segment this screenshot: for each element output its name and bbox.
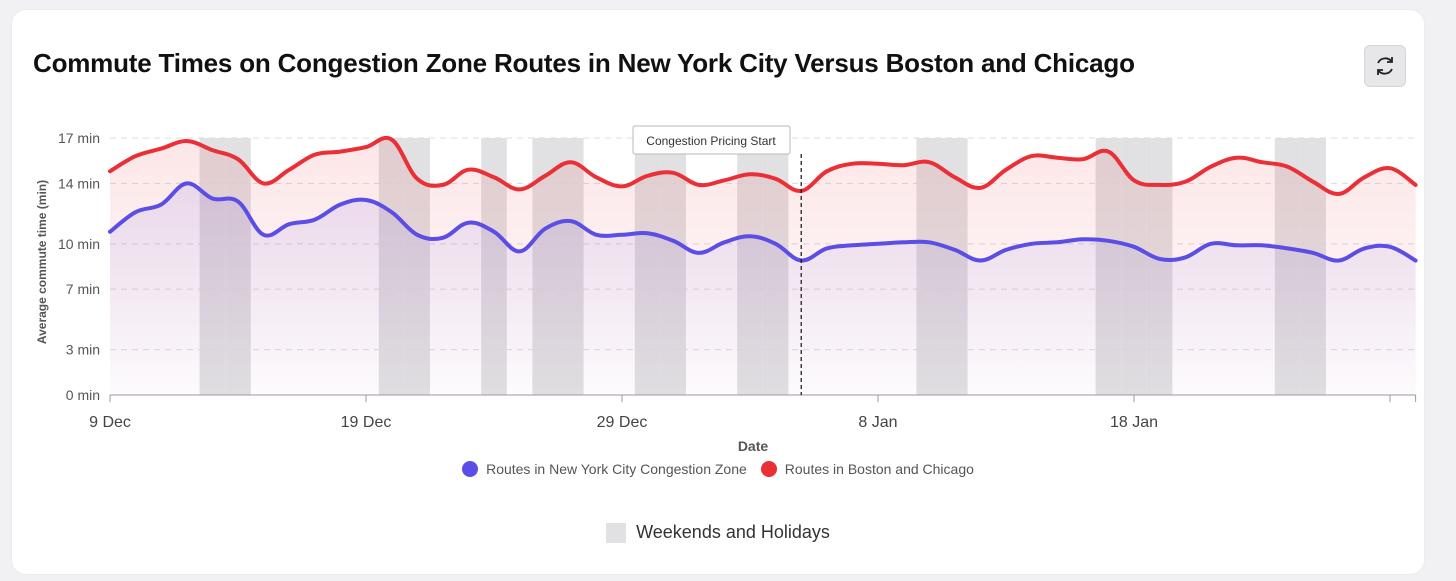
legend-label-nyc: Routes in New York City Congestion Zone xyxy=(486,461,747,477)
axes: 9 Dec 19 Dec 29 Dec 8 Jan 18 Jan xyxy=(89,394,1417,431)
x-tick-label: 9 Dec xyxy=(89,414,131,431)
legend-dot-boston-chicago xyxy=(760,461,777,477)
x-tick-label: 8 Jan xyxy=(858,414,897,431)
refresh-button[interactable] xyxy=(1364,45,1406,87)
chart-title: Commute Times on Congestion Zone Routes … xyxy=(33,48,1135,78)
y-tick-label: 7 min xyxy=(66,281,100,297)
y-axis-label: Average commute time (min) xyxy=(35,180,49,344)
y-tick-label: 3 min xyxy=(66,342,100,358)
x-tick-label: 19 Dec xyxy=(341,414,392,431)
series-line-boston-chicago xyxy=(108,135,1418,196)
shading-legend-label: Weekends and Holidays xyxy=(636,522,830,542)
annotation: Congestion Pricing Start xyxy=(632,125,802,395)
legend-item-boston-chicago[interactable]: Routes in Boston and Chicago xyxy=(760,461,974,477)
legend-dot-nyc xyxy=(462,461,479,477)
annotation-label: Congestion Pricing Start xyxy=(646,134,776,148)
x-tick-label: 18 Jan xyxy=(1110,414,1158,431)
series-line-nyc xyxy=(108,181,1418,263)
y-tick-label: 17 min xyxy=(58,130,100,146)
series-lines xyxy=(108,135,1418,263)
refresh-icon xyxy=(1377,57,1393,75)
annotation-box xyxy=(632,125,791,155)
area-nyc xyxy=(110,183,1416,395)
chart-card: Commute Times on Congestion Zone Routes … xyxy=(12,10,1424,574)
x-axis-label: Date xyxy=(738,438,769,454)
area-fills xyxy=(110,137,1416,396)
y-tick-label: 14 min xyxy=(58,175,100,191)
legend-item-nyc[interactable]: Routes in New York City Congestion Zone xyxy=(462,461,747,477)
shading-legend: Weekends and Holidays xyxy=(12,522,1424,543)
line-chart: 0 min 3 min 7 min 10 min 14 min 17 min 9 Dec 1… xyxy=(35,125,1418,454)
x-tick-label: 29 Dec xyxy=(597,414,648,431)
series-legend: Routes in New York City Congestion Zone … xyxy=(12,461,1424,477)
shading-swatch xyxy=(606,522,627,543)
y-tick-label: 10 min xyxy=(58,236,100,252)
legend-label-boston-chicago: Routes in Boston and Chicago xyxy=(784,461,974,477)
y-tick-label: 0 min xyxy=(66,387,100,403)
